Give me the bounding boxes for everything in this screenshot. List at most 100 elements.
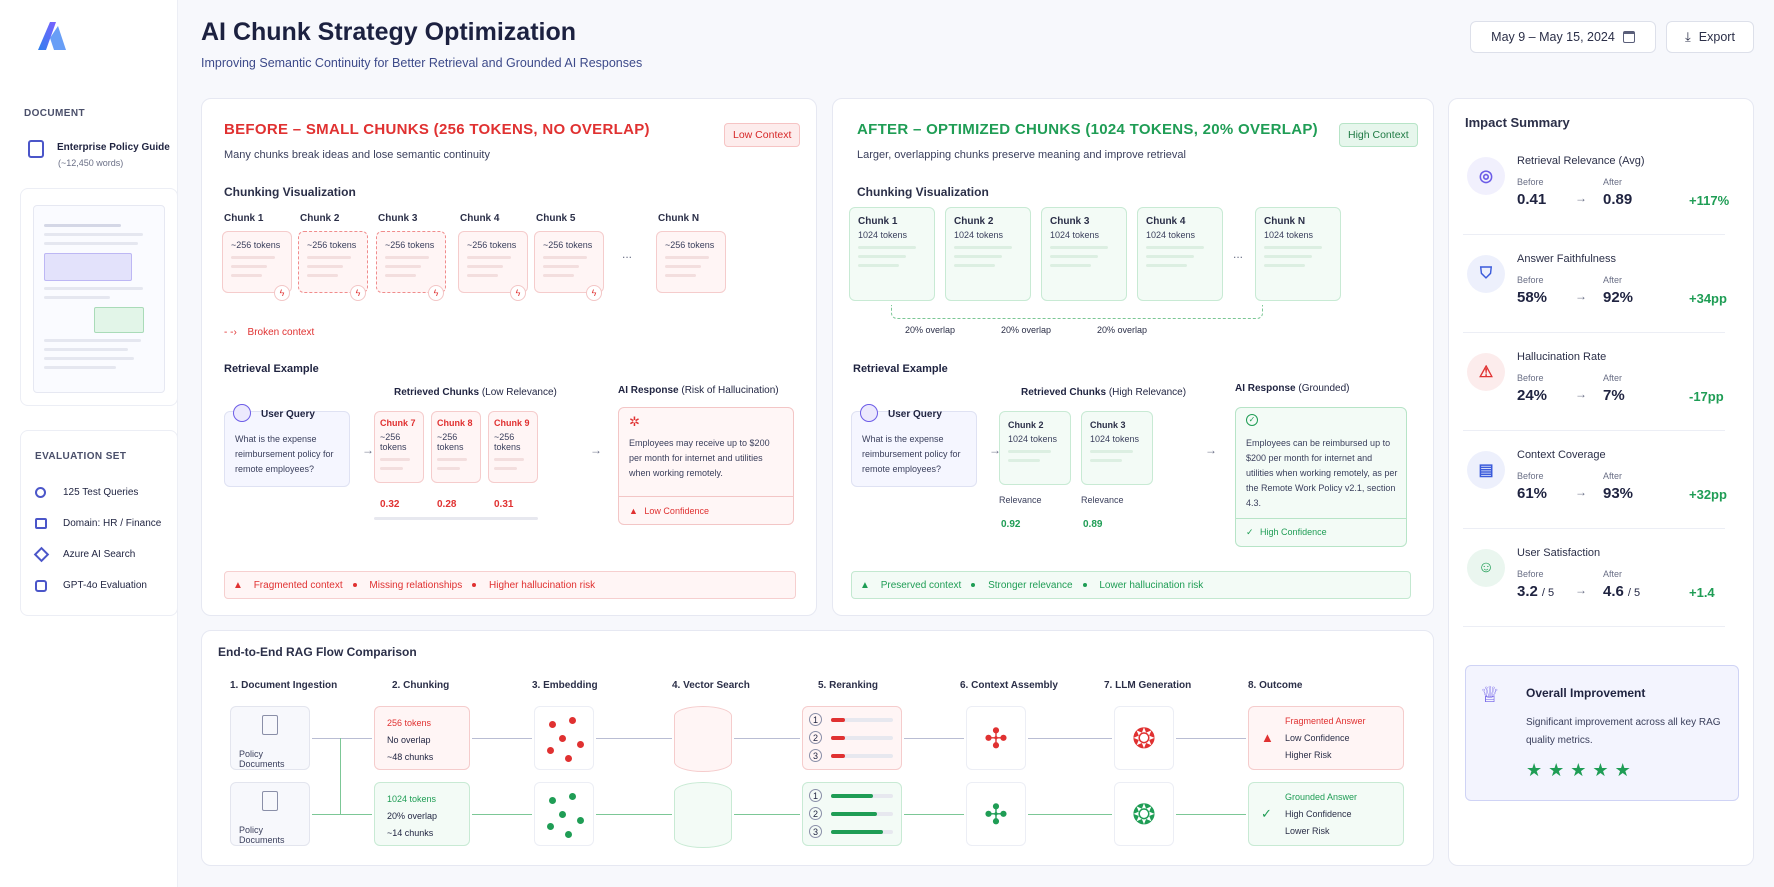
chunk-card[interactable]: ~256 tokens xyxy=(534,231,604,293)
arrow-icon: → xyxy=(1575,485,1587,499)
check-circle-icon: ✓ xyxy=(1246,414,1258,426)
chunking-detail: ~48 chunks xyxy=(387,752,434,762)
overall-title: Overall Improvement xyxy=(1526,686,1646,700)
flow-step-label: 1. Document Ingestion xyxy=(230,680,338,691)
metric-after-value: 7% xyxy=(1603,387,1625,404)
document-preview[interactable] xyxy=(20,188,178,406)
before-title: BEFORE – SMALL CHUNKS (256 TOKENS, NO OV… xyxy=(224,121,650,138)
chunk-card[interactable]: Chunk 2 1024 tokens xyxy=(945,207,1031,301)
before-suffix: / 5 xyxy=(1541,587,1555,599)
after-label: After xyxy=(1603,471,1623,481)
smiley-icon: ☺ xyxy=(1467,549,1505,587)
retrieved-chunk-label: Chunk 9 xyxy=(494,418,530,428)
retrieved-chunk-card[interactable]: Chunk 3 1024 tokens xyxy=(1081,411,1153,485)
metric-name: Context Coverage xyxy=(1517,449,1606,461)
chunk-card[interactable]: ~256 tokens xyxy=(222,231,292,293)
after-value: 92% xyxy=(1603,289,1634,306)
doc-name[interactable]: Enterprise Policy Guide xyxy=(57,142,170,153)
broken-link-icon: ϟ xyxy=(428,285,444,301)
rank-number: 2 xyxy=(809,731,822,744)
chunk-card[interactable]: ~256 tokens xyxy=(458,231,528,293)
flow-step-label: 3. Embedding xyxy=(532,680,598,691)
flow-step-label: 5. Reranking xyxy=(818,680,879,691)
rank-bar-fill xyxy=(831,830,883,834)
after-description: Larger, overlapping chunks preserve mean… xyxy=(857,149,1186,161)
chunk-card[interactable]: ~256 tokens xyxy=(656,231,726,293)
chunk-label: Chunk N xyxy=(658,213,700,224)
metric-after-value: 93% xyxy=(1603,485,1633,502)
flow-arrow xyxy=(596,738,672,739)
embedding-node-icon xyxy=(549,721,556,728)
retrieved-chunk-card[interactable]: Chunk 2 1024 tokens xyxy=(999,411,1071,485)
before-summary-bar: ▲ Fragmented context Missing relationshi… xyxy=(224,571,796,599)
retrieved-chunk-tokens: 1024 tokens xyxy=(1008,434,1058,444)
cloud-search-icon xyxy=(33,546,50,563)
retrieved-qualifier: (High Relevance) xyxy=(1108,387,1187,398)
summary-item: Missing relationships xyxy=(369,580,463,591)
flow-arrow xyxy=(904,814,964,815)
placeholder-line xyxy=(1264,255,1312,258)
outcome-detail: Fragmented Answer xyxy=(1285,716,1366,726)
export-label: Export xyxy=(1698,30,1735,44)
before-value: 0.41 xyxy=(1517,191,1547,208)
chunk-card[interactable]: ~256 tokens xyxy=(298,231,368,293)
eval-item: 125 Test Queries xyxy=(63,487,139,498)
before-label: Before xyxy=(1517,373,1544,383)
rank-bar-fill xyxy=(831,812,877,816)
chunk-card[interactable]: Chunk 3 1024 tokens xyxy=(1041,207,1127,301)
placeholder-line xyxy=(858,264,899,267)
flow-step-label: 2. Chunking xyxy=(392,680,450,691)
user-query-text: What is the expense reimbursement policy… xyxy=(235,434,334,474)
date-range-picker[interactable]: May 9 – May 15, 2024 xyxy=(1470,21,1656,53)
relevance-score: 0.28 xyxy=(437,499,457,510)
placeholder-line xyxy=(467,256,512,259)
policy-documents-card[interactable]: Policy Documents xyxy=(230,706,310,770)
export-button[interactable]: ⤓ Export xyxy=(1666,21,1754,53)
chunk-card[interactable]: Chunk N 1024 tokens xyxy=(1255,207,1341,301)
placeholder-line xyxy=(954,246,1012,249)
page-title: AI Chunk Strategy Optimization xyxy=(201,18,577,46)
placeholder-line xyxy=(494,467,517,470)
chunk-token-count: ~256 tokens xyxy=(307,240,357,250)
retrieved-chunk-card[interactable]: Chunk 8 ~256 tokens xyxy=(431,411,481,483)
eval-item: Azure AI Search xyxy=(63,549,136,560)
chunk-card[interactable]: Chunk 1 1024 tokens xyxy=(849,207,935,301)
shield-check-icon: ⛉ xyxy=(1467,255,1505,293)
retrieved-chunk-card[interactable]: Chunk 9 ~256 tokens xyxy=(488,411,538,483)
metric-after-value: 0.89 xyxy=(1603,191,1632,208)
document-thumbnail xyxy=(33,205,165,393)
relevance-label: Relevance xyxy=(999,495,1042,505)
app-logo-icon xyxy=(38,22,66,50)
chunk-token-count: ~256 tokens xyxy=(467,240,517,250)
placeholder-line xyxy=(954,255,1002,258)
chunk-token-count: 1024 tokens xyxy=(1146,230,1196,240)
metric-delta: +117% xyxy=(1689,193,1730,208)
chunk-card[interactable]: Chunk 4 1024 tokens xyxy=(1137,207,1223,301)
chunk-card[interactable]: ~256 tokens xyxy=(376,231,446,293)
ai-response-header: AI Response (Risk of Hallucination) xyxy=(618,385,779,396)
user-icon xyxy=(233,404,251,422)
outcome-detail: Lower Risk xyxy=(1285,826,1330,836)
rank-bar-fill xyxy=(831,754,845,758)
after-value: 0.89 xyxy=(1603,191,1633,208)
chunking-viz-label: Chunking Visualization xyxy=(857,185,989,199)
ai-response-label: AI Response xyxy=(1235,383,1296,394)
chunk-label: Chunk N xyxy=(1264,216,1306,227)
after-label: After xyxy=(1603,275,1623,285)
placeholder-line xyxy=(467,274,499,277)
ellipsis: ... xyxy=(622,247,633,261)
metric-name: Answer Faithfulness xyxy=(1517,253,1617,265)
outcome-card: ▲ Fragmented Answer Low Confidence Higher R… xyxy=(1248,706,1404,770)
evaluation-heading: EVALUATION SET xyxy=(35,451,127,462)
retrieved-chunk-card[interactable]: Chunk 7 ~256 tokens xyxy=(374,411,424,483)
policy-documents-card[interactable]: Policy Documents xyxy=(230,782,310,846)
arrow-icon: → xyxy=(362,443,374,457)
date-range-label: May 9 – May 15, 2024 xyxy=(1491,30,1615,44)
metric-name: User Satisfaction xyxy=(1517,547,1601,559)
chunk-token-count: ~256 tokens xyxy=(231,240,281,250)
after-value: 93% xyxy=(1603,485,1634,502)
outcome-detail: High Confidence xyxy=(1285,809,1352,819)
chunking-detail: No overlap xyxy=(387,735,431,745)
metric-row: ▤ Context Coverage Before 61% → After 93% +32pp xyxy=(1463,437,1727,529)
placeholder-line xyxy=(665,274,697,277)
